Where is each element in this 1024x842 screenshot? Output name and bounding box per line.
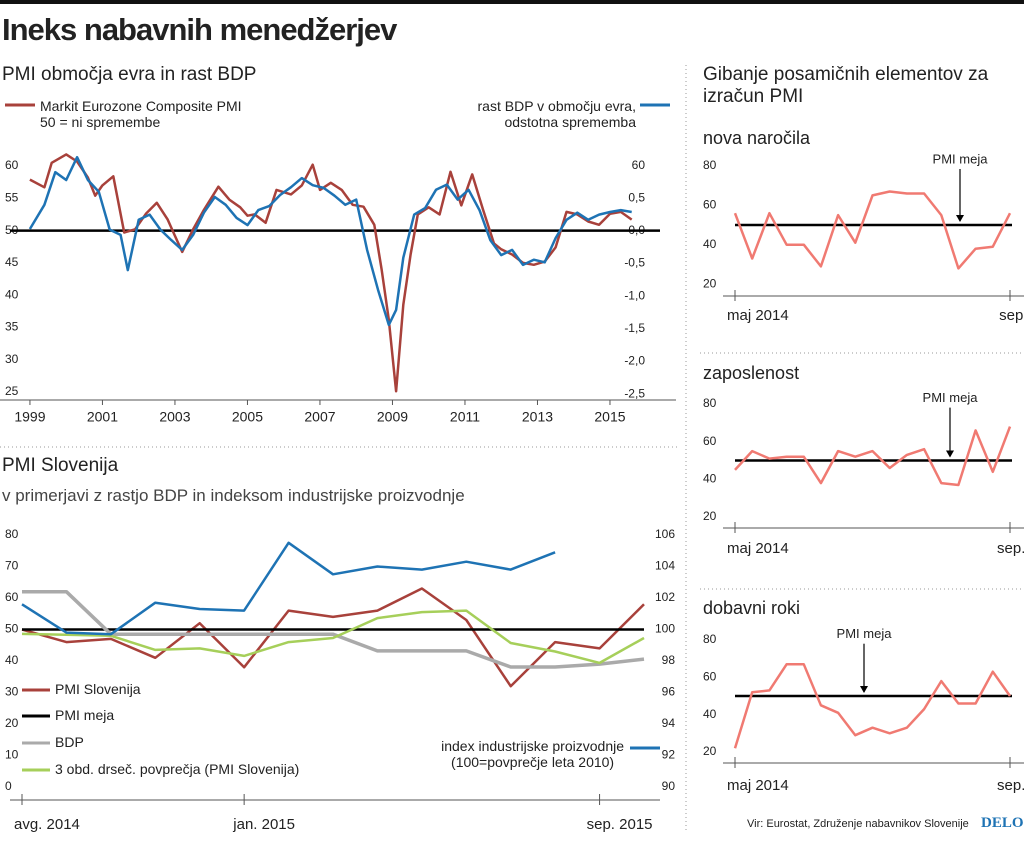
annotation-arrowhead bbox=[946, 450, 954, 458]
y-tick-label: 20 bbox=[703, 744, 717, 758]
y2-tick-label: 98 bbox=[662, 653, 676, 667]
series-line bbox=[734, 426, 1012, 487]
legend-label: index industrijske proizvodnje (100=povp… bbox=[441, 738, 624, 771]
y-tick-label: 25 bbox=[5, 384, 19, 398]
legend-label: 3 obd. drseč. povprečja (PMI Slovenija) bbox=[55, 761, 300, 777]
y-tick-label: 50 bbox=[5, 622, 19, 636]
page-title: Ineks nabavnih menedžerjev bbox=[2, 12, 397, 47]
series-line bbox=[21, 541, 556, 636]
series-line bbox=[21, 587, 645, 688]
y-tick-label: 0 bbox=[5, 779, 12, 793]
x-tick-label: 2013 bbox=[522, 409, 553, 425]
annotation: PMI meja bbox=[923, 390, 979, 405]
y2-tick-label: -1,5 bbox=[624, 321, 645, 335]
logo: DELO bbox=[981, 815, 1024, 831]
x-tick-label: 1999 bbox=[14, 409, 45, 425]
x-tick-label: sep.2015 bbox=[999, 307, 1024, 324]
y-tick-label: 30 bbox=[5, 685, 19, 699]
x-tick-label: 2011 bbox=[450, 409, 480, 425]
annotation: PMI meja bbox=[837, 626, 893, 641]
x-tick-label: avg. 2014 bbox=[14, 816, 80, 833]
y-tick-label: 80 bbox=[703, 632, 717, 646]
y-tick-label: 40 bbox=[703, 472, 717, 486]
x-tick-label: jan. 2015 bbox=[232, 816, 295, 833]
y-tick-label: 40 bbox=[5, 287, 19, 301]
x-tick-label: maj 2014 bbox=[727, 540, 789, 557]
y-tick-label: 60 bbox=[5, 590, 19, 604]
series-line bbox=[28, 155, 632, 327]
y2-tick-label: 96 bbox=[662, 685, 676, 699]
annotation: PMI meja bbox=[933, 151, 989, 166]
y2-tick-label: -2,5 bbox=[624, 386, 645, 400]
x-tick-label: sep. 2015 bbox=[587, 816, 653, 833]
chart-subtitle: v primerjavi z rastjo BDP in indeksom in… bbox=[2, 486, 465, 505]
y2-tick-label: 60 bbox=[632, 158, 646, 172]
y-tick-label: 80 bbox=[703, 158, 717, 172]
x-tick-label: 2003 bbox=[159, 409, 190, 425]
legend-label: Markit Eurozone Composite PMI 50 = ni sp… bbox=[40, 98, 242, 131]
x-tick-label: 2015 bbox=[594, 409, 625, 425]
series-line bbox=[29, 153, 633, 393]
y2-tick-label: 92 bbox=[662, 748, 676, 762]
source: Vir: Eurostat, Združenje nabavnikov Slov… bbox=[747, 818, 969, 830]
chart-title: PMI Slovenija bbox=[2, 455, 119, 476]
series-line bbox=[22, 589, 645, 669]
x-tick-label: sep. 2015 bbox=[997, 540, 1024, 557]
y-tick-label: 20 bbox=[5, 716, 19, 730]
y-tick-label: 40 bbox=[703, 707, 717, 721]
series-line bbox=[733, 663, 1012, 749]
y-tick-label: 60 bbox=[5, 158, 19, 172]
y-tick-label: 80 bbox=[5, 527, 19, 541]
annotation-arrowhead bbox=[860, 686, 868, 693]
chart-title: dobavni roki bbox=[703, 598, 801, 618]
y2-tick-label: -2,0 bbox=[624, 354, 645, 368]
chart-title: zaposlenost bbox=[703, 363, 800, 383]
legend-label: PMI meja bbox=[55, 707, 115, 723]
y-tick-label: 45 bbox=[5, 255, 19, 269]
y-tick-label: 40 bbox=[5, 653, 19, 667]
chart-title: PMI območja evra in rast BDP bbox=[2, 64, 257, 85]
chart-title: nova naročila bbox=[703, 128, 811, 148]
y-tick-label: 10 bbox=[5, 748, 19, 762]
y-tick-label: 20 bbox=[703, 276, 717, 290]
top-bar bbox=[0, 0, 1024, 4]
x-tick-label: 2007 bbox=[304, 409, 335, 425]
y2-tick-label: -1,0 bbox=[624, 288, 645, 302]
y2-tick-label: 90 bbox=[662, 779, 676, 793]
y-tick-label: 30 bbox=[5, 352, 19, 366]
legend-label: BDP bbox=[55, 734, 84, 750]
y2-tick-label: 104 bbox=[655, 559, 675, 573]
y-tick-label: 55 bbox=[5, 190, 19, 204]
annotation-arrowhead bbox=[956, 215, 964, 222]
legend-label: rast BDP v območju evra, odstotna spreme… bbox=[477, 98, 636, 131]
y2-tick-label: 106 bbox=[655, 527, 675, 541]
x-tick-label: maj 2014 bbox=[727, 307, 789, 324]
y-tick-label: 80 bbox=[703, 396, 717, 410]
y-tick-label: 60 bbox=[703, 670, 717, 684]
series-line bbox=[733, 190, 1012, 270]
panel-title: Gibanje posamičnih elementov za izračun … bbox=[703, 64, 989, 107]
series-line bbox=[21, 609, 645, 665]
y-tick-label: 35 bbox=[5, 320, 19, 334]
legend-label: PMI Slovenija bbox=[55, 681, 141, 697]
x-tick-label: 2001 bbox=[87, 409, 118, 425]
y2-tick-label: 0,5 bbox=[628, 190, 645, 204]
x-tick-label: sep. 2015 bbox=[997, 777, 1024, 794]
y-tick-label: 70 bbox=[5, 559, 19, 573]
x-tick-label: maj 2014 bbox=[727, 777, 789, 794]
y-tick-label: 20 bbox=[703, 509, 717, 523]
y2-tick-label: 94 bbox=[662, 716, 676, 730]
y-tick-label: 40 bbox=[703, 237, 717, 251]
x-tick-label: 2009 bbox=[377, 409, 408, 425]
x-tick-label: 2005 bbox=[232, 409, 263, 425]
y-tick-label: 60 bbox=[703, 197, 717, 211]
y2-tick-label: 100 bbox=[655, 622, 675, 636]
y2-tick-label: 102 bbox=[655, 590, 675, 604]
y-tick-label: 60 bbox=[703, 434, 717, 448]
y2-tick-label: -0,5 bbox=[624, 256, 645, 270]
